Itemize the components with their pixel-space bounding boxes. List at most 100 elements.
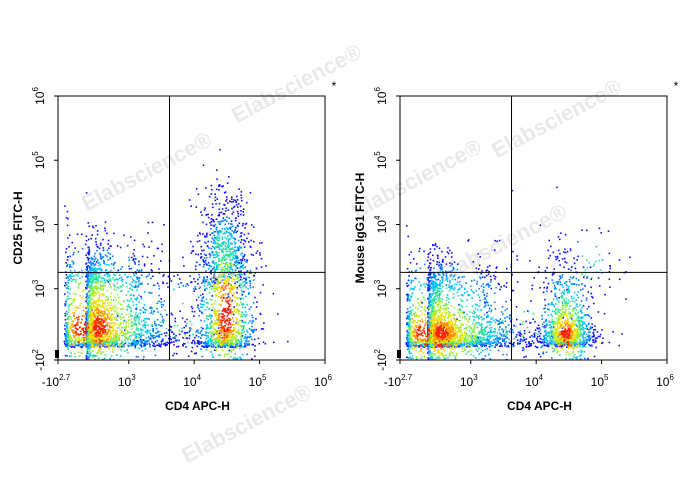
event-dot	[177, 345, 180, 348]
event-dot	[241, 335, 244, 337]
event-dot	[132, 334, 134, 336]
event-dot	[573, 262, 576, 265]
event-dot	[544, 325, 546, 327]
event-dot	[227, 293, 230, 295]
event-dot	[205, 254, 207, 256]
event-dot	[229, 309, 232, 311]
event-dot	[83, 336, 85, 339]
event-dot	[247, 336, 249, 338]
event-dot	[217, 287, 219, 289]
event-dot	[104, 318, 106, 320]
event-dot	[151, 340, 153, 343]
event-dot	[107, 298, 109, 301]
event-dot	[191, 307, 194, 310]
event-dot	[117, 345, 119, 348]
event-dot	[192, 339, 195, 342]
event-dot	[78, 355, 81, 357]
event-dot	[496, 266, 498, 268]
event-dot	[95, 319, 97, 321]
event-dot	[426, 259, 429, 262]
event-dot	[123, 300, 125, 302]
event-dot	[204, 334, 207, 337]
event-dot	[79, 330, 82, 333]
event-dot	[85, 356, 88, 359]
event-dot	[436, 263, 438, 265]
event-dot	[427, 297, 429, 300]
event-dot	[142, 311, 145, 314]
event-dot	[96, 289, 98, 291]
event-dot	[78, 344, 80, 346]
event-dot	[252, 301, 255, 304]
event-dot	[200, 303, 202, 305]
event-dot	[524, 341, 527, 344]
event-dot	[231, 300, 233, 303]
event-dot	[229, 342, 232, 345]
event-dot	[120, 286, 122, 288]
event-dot	[232, 346, 235, 348]
event-dot	[213, 240, 215, 242]
event-dot	[418, 346, 420, 348]
event-dot	[216, 253, 218, 256]
event-dot	[167, 275, 170, 278]
event-dot	[77, 282, 80, 285]
event-dot	[205, 270, 207, 272]
event-dot	[114, 261, 116, 264]
event-dot	[224, 228, 226, 230]
event-dot	[205, 256, 208, 259]
event-dot	[86, 272, 89, 275]
event-dot	[541, 314, 543, 317]
event-dot	[210, 338, 212, 340]
event-dot	[64, 344, 67, 346]
event-dot	[584, 285, 586, 287]
event-dot	[242, 346, 244, 348]
event-dot	[481, 345, 483, 347]
event-dot	[560, 232, 562, 234]
event-dot	[170, 326, 172, 328]
event-dot	[81, 233, 83, 236]
event-dot	[226, 182, 229, 184]
event-dot	[602, 337, 604, 339]
event-dot	[213, 287, 216, 290]
event-dot	[548, 239, 550, 242]
event-dot	[113, 232, 115, 235]
event-dot	[107, 243, 109, 245]
event-dot	[224, 269, 226, 272]
event-dot	[220, 290, 222, 292]
event-dot	[94, 338, 96, 340]
event-dot	[254, 355, 256, 358]
event-dot	[134, 261, 136, 264]
event-dot	[215, 203, 217, 205]
event-dot	[64, 205, 66, 207]
event-dot	[214, 237, 217, 240]
event-dot	[91, 345, 94, 348]
event-dot	[248, 336, 251, 338]
event-dot	[129, 283, 131, 286]
event-dot	[215, 277, 217, 280]
event-dot	[594, 328, 597, 331]
event-dot	[251, 325, 253, 328]
event-dot	[85, 296, 87, 299]
event-dot	[90, 351, 92, 354]
event-dot	[228, 322, 230, 325]
watermark-text: Elabscience®	[177, 379, 315, 468]
event-dot	[447, 252, 450, 255]
event-dot	[242, 257, 244, 259]
event-dot	[594, 339, 597, 342]
event-dot	[210, 270, 212, 272]
event-dot	[255, 267, 258, 270]
event-dot	[217, 232, 220, 235]
event-dot	[85, 235, 88, 237]
event-dot	[236, 305, 238, 307]
event-dot	[217, 337, 219, 340]
event-dot	[65, 300, 67, 303]
event-dot	[89, 287, 91, 289]
event-dot	[211, 331, 214, 333]
event-dot	[103, 279, 106, 282]
event-dot	[89, 278, 91, 281]
event-dot	[88, 347, 91, 350]
event-dot	[453, 261, 456, 263]
event-dot	[127, 337, 130, 339]
event-dot	[428, 297, 430, 300]
event-dot	[210, 299, 213, 301]
event-dot	[226, 353, 228, 355]
